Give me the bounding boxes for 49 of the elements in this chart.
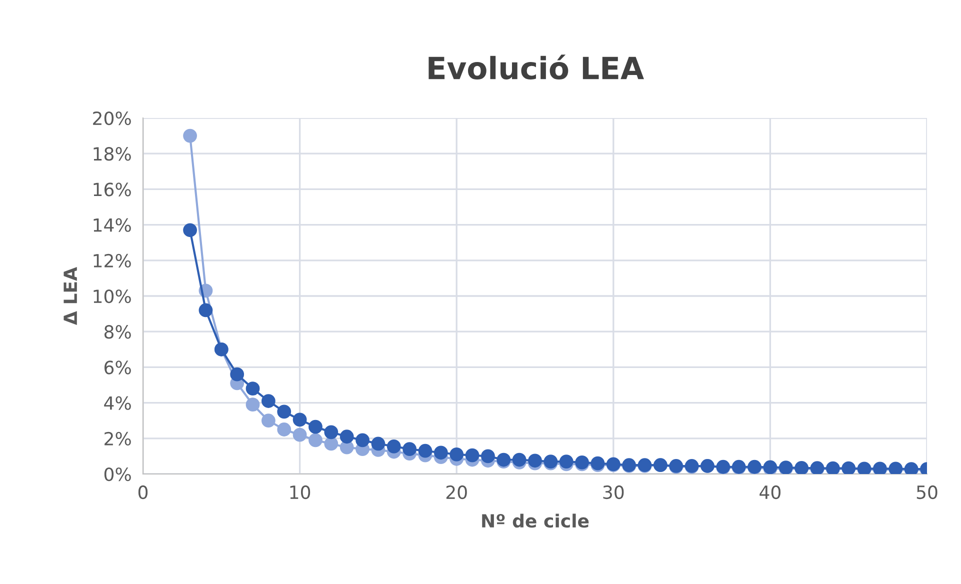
- point: [324, 425, 338, 440]
- x-tick-label: 20: [446, 485, 467, 500]
- y-tick-label: 20%: [93, 111, 131, 126]
- y-tick-label: 6%: [104, 360, 131, 374]
- x-tick-label: 50: [916, 485, 938, 500]
- x-tick-label: 30: [603, 485, 624, 500]
- point: [465, 448, 480, 462]
- point: [308, 420, 322, 434]
- x-tick-label: 0: [138, 485, 148, 500]
- point: [386, 439, 401, 454]
- point: [261, 414, 276, 428]
- point: [528, 454, 542, 468]
- chart-title: Evolució LEA: [428, 54, 644, 80]
- y-tick-label: 12%: [94, 254, 131, 268]
- point: [246, 398, 260, 412]
- point: [371, 436, 386, 451]
- point: [277, 404, 292, 419]
- point: [434, 446, 448, 460]
- point: [183, 128, 197, 143]
- point: [308, 433, 322, 448]
- point: [292, 428, 307, 442]
- y-tick-label: 0%: [104, 467, 131, 482]
- y-tick-label: 10%: [94, 289, 131, 304]
- point: [292, 412, 307, 427]
- point: [512, 452, 526, 467]
- point: [261, 394, 276, 408]
- y-tick-label: 14%: [94, 218, 131, 232]
- point: [418, 444, 432, 458]
- y-tick-label: 16%: [94, 182, 131, 196]
- point: [246, 382, 260, 396]
- point: [559, 454, 574, 468]
- point: [402, 442, 417, 456]
- point: [230, 367, 244, 382]
- point: [340, 430, 354, 444]
- y-axis-title: Δ LEA: [64, 267, 77, 325]
- point: [198, 303, 213, 318]
- y-tick-label: 2%: [104, 432, 131, 446]
- point: [183, 223, 197, 238]
- x-tick-label: 10: [290, 485, 310, 500]
- y-tick-label: 4%: [104, 396, 131, 410]
- point: [277, 422, 292, 436]
- x-tick-label: 40: [760, 485, 780, 500]
- point: [481, 449, 495, 464]
- y-tick-label: 8%: [104, 325, 131, 339]
- y-tick-label: 18%: [94, 147, 131, 161]
- point: [324, 436, 338, 451]
- point: [450, 447, 464, 462]
- x-axis-title: Nº de cicle: [482, 514, 589, 528]
- point: [356, 433, 370, 448]
